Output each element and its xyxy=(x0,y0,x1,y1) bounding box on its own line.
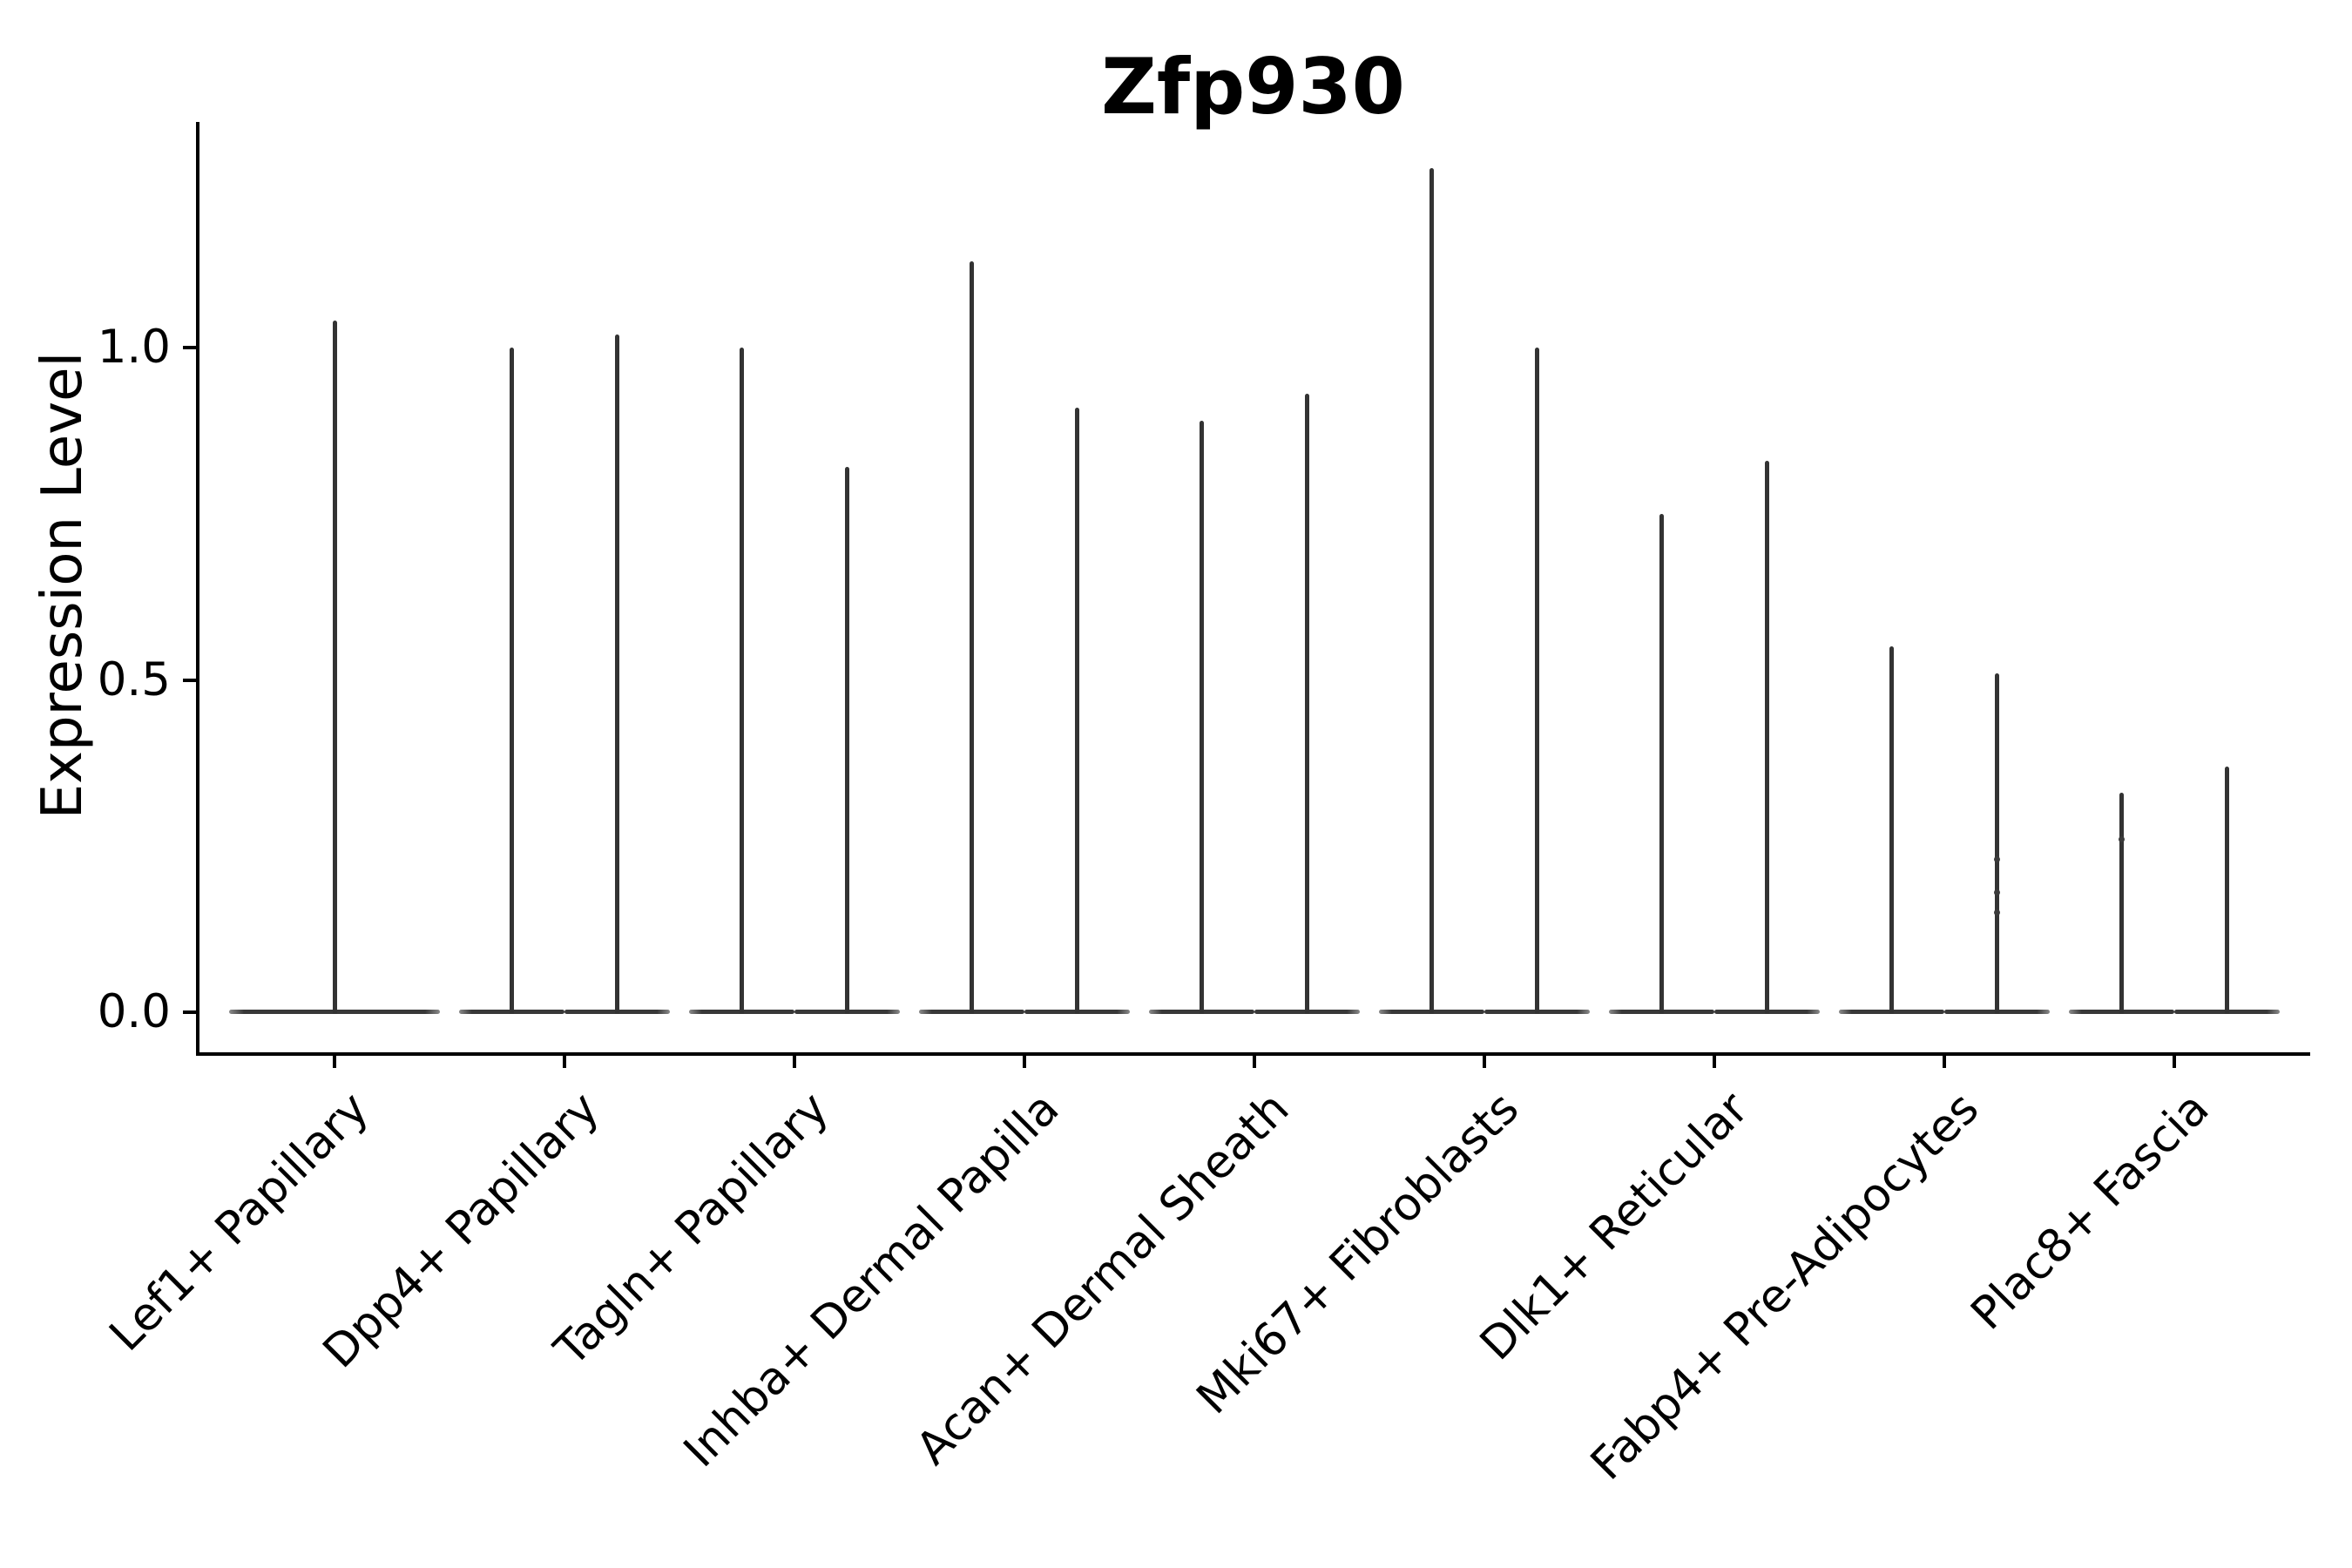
y-tick xyxy=(183,346,196,349)
violin-spike xyxy=(1995,672,1999,1014)
violin-spike xyxy=(1765,460,1769,1014)
violin-spike xyxy=(740,348,744,1014)
outlier-dot xyxy=(1994,856,2000,862)
outlier-dot xyxy=(1994,909,2000,916)
x-tick-label: Plac8+ Fascia xyxy=(1961,1082,2220,1341)
y-tick-label: 1.0 xyxy=(97,321,171,374)
violin-spike xyxy=(1200,420,1204,1014)
y-axis-spine xyxy=(196,122,199,1056)
x-tick xyxy=(1023,1054,1026,1068)
x-tick-label: Acan+ Dermal Sheath xyxy=(906,1082,1300,1476)
violin-spike xyxy=(615,334,619,1014)
x-tick xyxy=(563,1054,566,1068)
y-axis-label: Expression Level xyxy=(30,351,95,820)
x-tick xyxy=(793,1054,796,1068)
outlier-dot xyxy=(2119,836,2125,843)
violin-spike xyxy=(1659,513,1664,1014)
x-tick xyxy=(1483,1054,1486,1068)
x-tick xyxy=(1943,1054,1946,1068)
violin-spike xyxy=(1305,394,1309,1014)
x-tick-label: Inhba+ Dermal Papilla xyxy=(673,1082,1070,1478)
violin-spike xyxy=(2119,793,2124,1014)
y-tick xyxy=(183,678,196,682)
x-tick xyxy=(1253,1054,1256,1068)
y-tick xyxy=(183,1010,196,1014)
violin-spike xyxy=(510,348,514,1014)
x-tick-label: Fabp4+ Pre-Adipocytes xyxy=(1580,1082,1990,1490)
x-tick xyxy=(2173,1054,2176,1068)
violin-spike xyxy=(1429,167,1434,1014)
violin-spike xyxy=(970,260,974,1014)
violin-spike xyxy=(1075,407,1079,1014)
violin-spike xyxy=(2225,766,2229,1014)
violin-spike xyxy=(332,321,337,1014)
y-tick-label: 0.5 xyxy=(97,652,171,706)
outlier-dot xyxy=(1994,889,2000,896)
x-tick xyxy=(1713,1054,1716,1068)
violin-spike xyxy=(845,467,849,1014)
violin-spike xyxy=(1535,348,1539,1014)
y-tick-label: 0.0 xyxy=(97,985,171,1038)
chart-title: Zfp930 xyxy=(1101,42,1405,132)
violin-spike xyxy=(1889,646,1894,1014)
x-tick xyxy=(333,1054,336,1068)
